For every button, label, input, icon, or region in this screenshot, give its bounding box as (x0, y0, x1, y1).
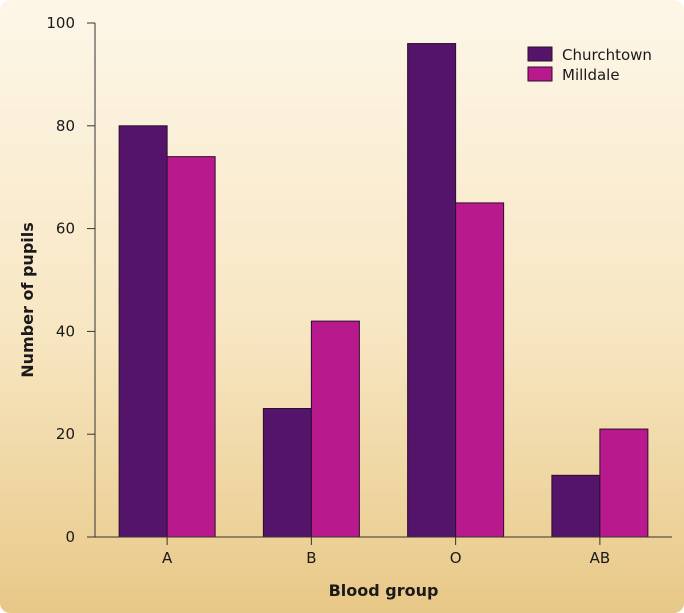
y-tick-label: 60 (56, 220, 75, 238)
bar-milldale-b (310, 320, 360, 538)
legend: Churchtown Milldale (527, 46, 652, 84)
bar-milldale-a (166, 156, 216, 538)
bar-milldale-o (455, 202, 505, 538)
bar-churchtown-a (118, 125, 168, 538)
bar-churchtown-ab (551, 474, 601, 538)
y-tick-label: 0 (65, 528, 75, 546)
bars (118, 43, 649, 538)
legend-label-churchtown: Churchtown (562, 46, 652, 64)
y-tick-label: 40 (56, 322, 75, 340)
x-tick-label: O (450, 549, 462, 567)
bar-churchtown-o (407, 43, 457, 538)
x-axis-ticks: A B O AB (162, 537, 610, 567)
y-axis-ticks: 0 20 40 60 80 100 (46, 14, 95, 546)
y-tick-label: 20 (56, 425, 75, 443)
y-tick-label: 100 (46, 14, 75, 32)
legend-label-milldale: Milldale (562, 66, 620, 84)
legend-swatch-churchtown (527, 46, 553, 62)
y-tick-label: 80 (56, 117, 75, 135)
y-axis-title: Number of pupils (18, 222, 37, 378)
legend-swatch-milldale (527, 66, 553, 82)
bar-milldale-ab (599, 428, 649, 538)
x-tick-label: AB (590, 549, 611, 567)
x-axis-title: Blood group (329, 581, 439, 600)
x-tick-label: A (162, 549, 173, 567)
x-tick-label: B (306, 549, 316, 567)
bar-churchtown-b (262, 408, 312, 538)
